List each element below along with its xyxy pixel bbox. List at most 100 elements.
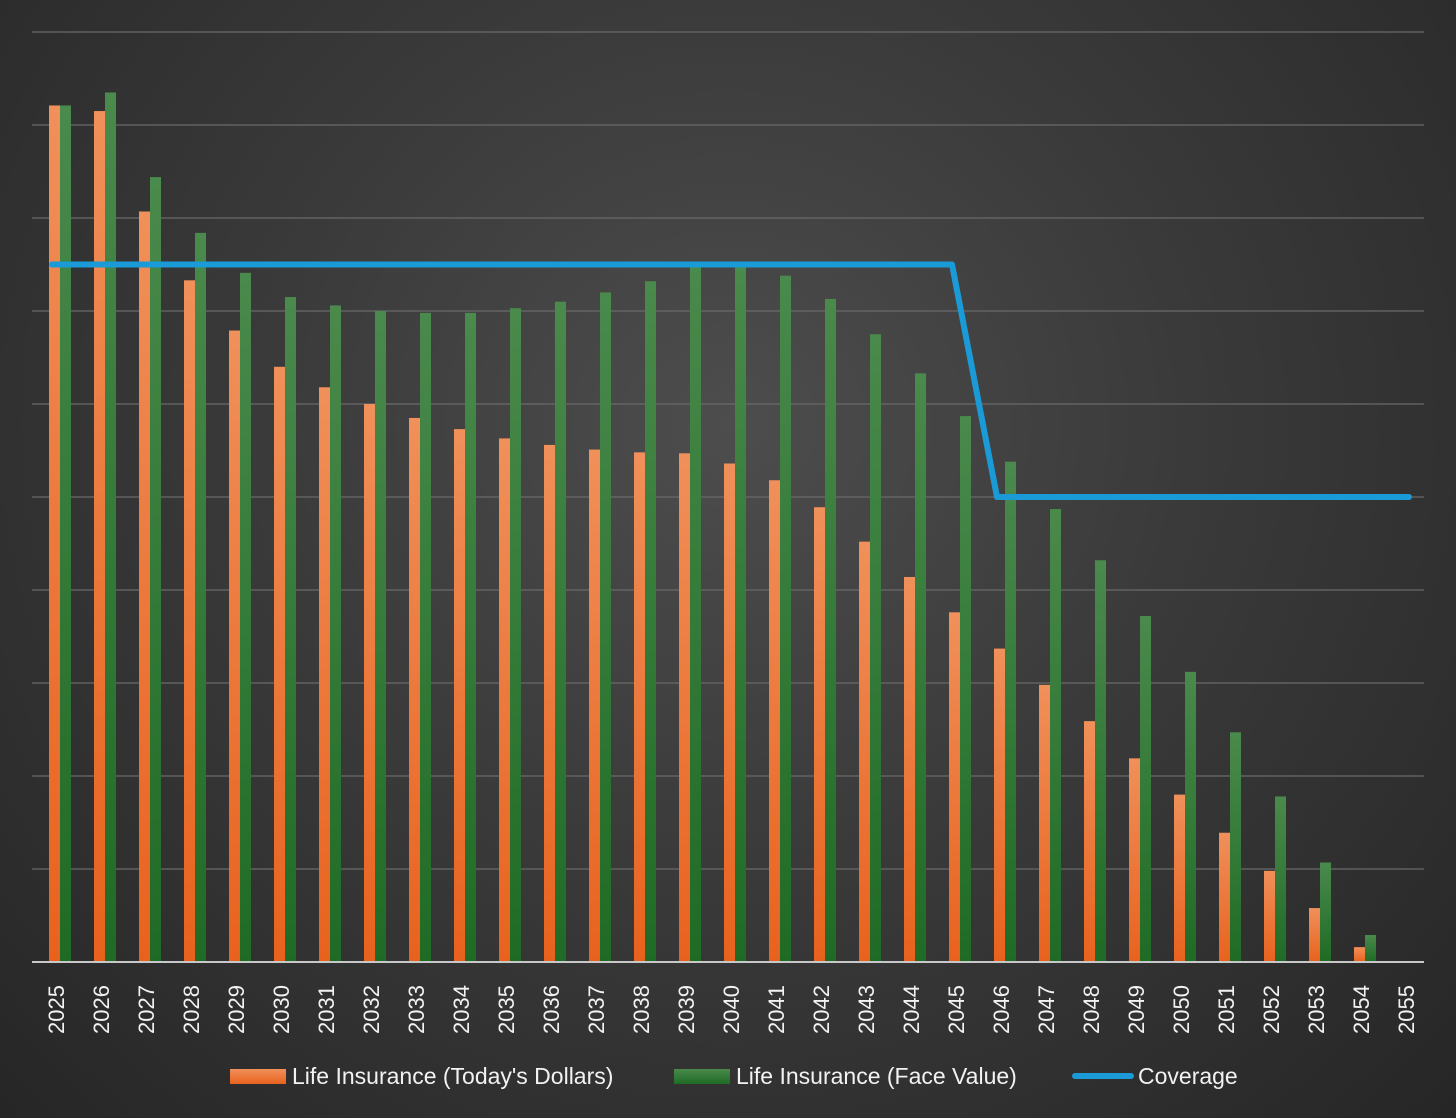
bar-face-value-2054: [1365, 935, 1376, 962]
x-tick-label-2055: 2055: [1394, 985, 1419, 1034]
legend-item-face-value: Life Insurance (Face Value): [674, 1058, 1017, 1094]
coverage-line: [49, 261, 1412, 500]
bar-face-value-2027: [150, 177, 161, 962]
x-tick-label-2046: 2046: [989, 985, 1014, 1034]
x-tick-label-2045: 2045: [944, 985, 969, 1034]
x-tick-label-2035: 2035: [494, 985, 519, 1034]
legend-item-todays-dollars: Life Insurance (Today's Dollars): [230, 1058, 613, 1094]
bar-todays-dollars-2029: [229, 330, 240, 962]
bar-todays-dollars-2051: [1219, 832, 1230, 962]
bar-face-value-2040: [735, 262, 746, 962]
x-tick-label-2044: 2044: [899, 985, 924, 1034]
x-tick-label-2033: 2033: [404, 985, 429, 1034]
x-tick-label-2053: 2053: [1304, 985, 1329, 1034]
x-tick-label-2025: 2025: [44, 985, 69, 1034]
bar-face-value-2038: [645, 281, 656, 962]
legend-label-todays-dollars: Life Insurance (Today's Dollars): [292, 1062, 614, 1089]
bar-todays-dollars-2048: [1084, 721, 1095, 962]
bar-todays-dollars-2040: [724, 463, 735, 962]
x-tick-label-2037: 2037: [584, 985, 609, 1034]
bar-todays-dollars-2031: [319, 387, 330, 962]
bar-face-value-2045: [960, 416, 971, 963]
bar-face-value-2053: [1320, 862, 1331, 962]
bar-face-value-2039: [690, 262, 701, 962]
bar-todays-dollars-2046: [994, 648, 1005, 962]
x-tick-label-2026: 2026: [89, 985, 114, 1034]
bar-face-value-2036: [555, 301, 566, 962]
bar-face-value-2029: [240, 272, 251, 962]
bar-todays-dollars-2045: [949, 612, 960, 962]
bar-face-value-2035: [510, 308, 521, 963]
bar-todays-dollars-2043: [859, 541, 870, 962]
bar-todays-dollars-2041: [769, 480, 780, 962]
x-tick-label-2038: 2038: [629, 985, 654, 1034]
x-tick-label-2031: 2031: [314, 985, 339, 1034]
bar-todays-dollars-2033: [409, 417, 420, 962]
bar-face-value-2028: [195, 232, 206, 962]
bar-todays-dollars-2035: [499, 438, 510, 962]
x-tick-label-2036: 2036: [539, 985, 564, 1034]
bar-marks: [49, 92, 1376, 963]
legend-item-coverage: Coverage: [1072, 1058, 1238, 1094]
x-tick-label-2052: 2052: [1259, 985, 1284, 1034]
bar-todays-dollars-2036: [544, 444, 555, 962]
bar-todays-dollars-2054: [1354, 947, 1365, 962]
bar-face-value-2048: [1095, 560, 1106, 962]
x-tick-label-2049: 2049: [1124, 985, 1149, 1034]
x-tick-label-2027: 2027: [134, 985, 159, 1034]
bar-face-value-2046: [1005, 461, 1016, 962]
legend: Life Insurance (Today's Dollars) Life In…: [0, 1058, 1456, 1094]
legend-swatch-face-value: [674, 1068, 730, 1084]
x-tick-label-2034: 2034: [449, 985, 474, 1034]
legend-swatch-todays-dollars: [230, 1068, 286, 1084]
bar-face-value-2044: [915, 373, 926, 962]
x-tick-label-2032: 2032: [359, 985, 384, 1034]
bar-todays-dollars-2044: [904, 576, 915, 962]
bar-face-value-2037: [600, 292, 611, 962]
bar-face-value-2042: [825, 298, 836, 962]
coverage-line-layer: [49, 261, 1412, 500]
bar-todays-dollars-2039: [679, 453, 690, 962]
bar-face-value-2052: [1275, 796, 1286, 962]
bar-todays-dollars-2042: [814, 507, 825, 962]
x-tick-label-2030: 2030: [269, 985, 294, 1034]
x-tick-label-2050: 2050: [1169, 985, 1194, 1034]
bar-face-value-2025: [60, 105, 71, 963]
bar-face-value-2034: [465, 312, 476, 962]
x-tick-label-2028: 2028: [179, 985, 204, 1034]
bar-todays-dollars-2028: [184, 280, 195, 962]
x-tick-label-2029: 2029: [224, 985, 249, 1034]
bar-face-value-2026: [105, 92, 116, 962]
bar-todays-dollars-2026: [94, 111, 105, 963]
bar-todays-dollars-2037: [589, 449, 600, 962]
x-tick-label-2042: 2042: [809, 985, 834, 1034]
bar-face-value-2031: [330, 305, 341, 962]
bar-todays-dollars-2049: [1129, 758, 1140, 962]
bar-face-value-2032: [375, 311, 386, 962]
bar-todays-dollars-2053: [1309, 908, 1320, 962]
bar-todays-dollars-2038: [634, 452, 645, 962]
bar-todays-dollars-2034: [454, 429, 465, 962]
x-tick-labels: 2025 2026 2027 2028 2029 2030 2031 2032 2033 2034…: [44, 985, 1419, 1034]
bar-face-value-2043: [870, 334, 881, 962]
bar-face-value-2041: [780, 275, 791, 962]
bar-todays-dollars-2030: [274, 366, 285, 962]
bar-face-value-2050: [1185, 671, 1196, 962]
x-tick-label-2051: 2051: [1214, 985, 1239, 1034]
x-tick-label-2040: 2040: [719, 985, 744, 1034]
bar-face-value-2030: [285, 297, 296, 962]
bar-todays-dollars-2025: [49, 105, 60, 963]
x-tick-label-2041: 2041: [764, 985, 789, 1034]
bar-face-value-2047: [1050, 509, 1061, 962]
bar-todays-dollars-2027: [139, 211, 150, 963]
bar-todays-dollars-2032: [364, 404, 375, 962]
x-tick-label-2054: 2054: [1349, 985, 1374, 1034]
bar-todays-dollars-2052: [1264, 870, 1275, 962]
x-tick-label-2048: 2048: [1079, 985, 1104, 1034]
bar-face-value-2049: [1140, 616, 1151, 962]
legend-swatch-coverage: [1072, 1073, 1134, 1079]
legend-label-face-value: Life Insurance (Face Value): [736, 1062, 1017, 1089]
x-tick-label-2047: 2047: [1034, 985, 1059, 1034]
